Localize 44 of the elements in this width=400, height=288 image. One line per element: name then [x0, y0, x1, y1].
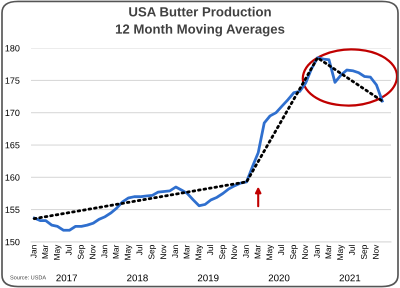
text: 2021 [340, 274, 360, 282]
x-tick-label: Jul [66, 245, 72, 256]
x-tick-label: Jul [278, 245, 284, 256]
x-tick-label: Mar [112, 244, 119, 258]
x-tick-label: May [54, 244, 62, 260]
chart-subtitle: 12 Month Moving Averages [116, 24, 284, 36]
x-tick-label: Mar [325, 244, 332, 258]
y-tick-label: 160 [6, 174, 20, 181]
x-tick-label: Jan [30, 245, 37, 258]
x-tick-label: Jul [348, 245, 355, 256]
x-tick-label: Jan [172, 245, 178, 258]
y-tick-label: 170 [6, 110, 20, 116]
x-tick-label: Mar [184, 244, 190, 258]
text: 2019 [198, 274, 219, 282]
x-tick-label: Nov [372, 244, 379, 259]
x-tick-label: Jan [314, 245, 320, 258]
x-tick-label: Nov [90, 244, 96, 259]
text: 2020 [268, 274, 290, 282]
x-tick-label: Nov [231, 244, 237, 259]
y-tick-label: 150 [6, 238, 20, 246]
x-tick-label: Sep [290, 245, 298, 260]
chart-title: USA Butter Production [129, 6, 271, 16]
y-tick-label: 180 [6, 45, 20, 52]
y-tick-label: 175 [6, 77, 20, 84]
x-tick-label: Mar [42, 244, 48, 258]
x-tick-label: May [266, 244, 274, 260]
y-tick-label: 155 [6, 206, 20, 213]
text: 2017 [56, 274, 77, 282]
y-tick-label: 165 [6, 142, 20, 148]
x-tick-label: Mar [254, 244, 260, 258]
x-tick-label: Nov [302, 244, 308, 259]
x-tick-label: Nov [160, 244, 166, 259]
x-tick-label: May [124, 244, 132, 260]
x-tick-label: May [196, 244, 203, 260]
x-tick-label: Jul [207, 245, 214, 256]
x-tick-label: Sep [360, 245, 369, 260]
x-tick-label: Sep [219, 245, 227, 260]
x-tick-label: May [337, 244, 345, 260]
x-tick-label: Sep [78, 245, 86, 260]
x-tick-label: Jan [101, 245, 108, 258]
text: 2018 [127, 274, 148, 282]
x-tick-label: Jan [242, 245, 249, 258]
x-tick-label: Sep [148, 245, 156, 260]
x-tick-label: Jul [136, 245, 142, 256]
